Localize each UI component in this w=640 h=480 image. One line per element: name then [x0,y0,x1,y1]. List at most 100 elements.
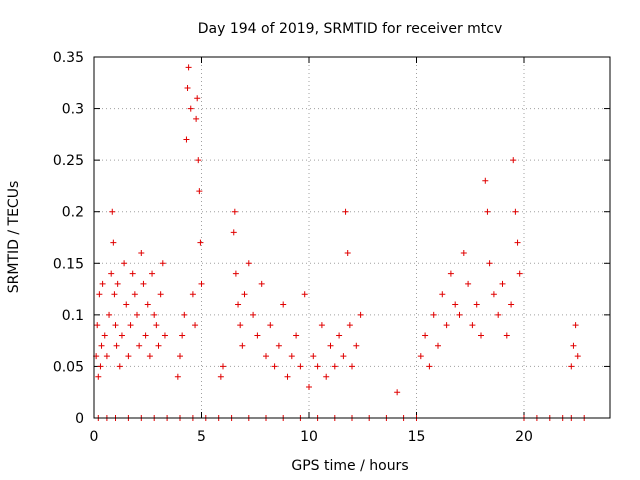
data-point [318,322,325,329]
data-point [161,332,168,339]
data-point [181,311,188,318]
data-point [129,270,136,277]
data-point [109,208,116,215]
data-point [235,301,242,308]
data-point [456,311,463,318]
y-tick-label: 0.25 [53,153,84,169]
data-point [185,64,192,71]
data-point [245,260,252,267]
data-point [125,353,132,360]
data-point [159,260,166,267]
data-point [465,280,472,287]
data-point [469,322,476,329]
data-point [111,291,118,298]
data-point [189,291,196,298]
data-point [197,239,204,246]
data-point [482,177,489,184]
data-point [149,270,156,277]
data-point [357,311,364,318]
data-point [426,363,433,370]
grid-layer [94,57,610,418]
y-tick-label: 0.05 [53,359,84,375]
data-point [123,301,130,308]
data-point [110,239,117,246]
data-points [93,64,588,421]
data-point [157,291,164,298]
data-point [439,291,446,298]
data-point [142,332,149,339]
data-point [516,270,523,277]
data-point [422,332,429,339]
chart-title: Day 194 of 2019, SRMTID for receiver mtc… [198,21,503,37]
tick-layer: 0 0.05 0.1 0.15 0.2 0.25 0.3 0.35 0 5 10 15 20 [53,50,610,445]
data-point [478,332,484,339]
data-point [310,353,317,360]
data-point [568,363,575,370]
data-point [297,363,304,370]
data-point [108,270,115,277]
data-point [572,322,579,329]
data-point [183,136,190,143]
data-point [314,363,321,370]
data-point [101,332,108,339]
data-point [394,389,401,396]
data-point [267,322,274,329]
data-point [331,363,338,370]
data-point [140,280,147,287]
data-point [198,280,205,287]
data-point [275,342,282,349]
data-point [258,280,265,287]
data-point [177,353,183,360]
data-point [342,208,349,215]
data-point [508,301,515,308]
data-point [113,342,120,349]
data-point [217,373,224,380]
data-point [301,291,308,298]
data-point [250,311,257,318]
data-point [138,249,145,256]
x-axis-label: GPS time / hours [291,458,408,474]
data-point [192,322,199,329]
data-point [417,353,424,360]
data-point [284,373,291,380]
data-point [443,322,450,329]
data-point [239,342,246,349]
data-point [127,322,134,329]
data-point [495,311,502,318]
data-point [174,373,181,380]
data-point [106,311,113,318]
data-point [97,363,104,370]
y-tick-label: 0.2 [62,205,84,221]
data-point [193,115,200,122]
data-point [114,280,121,287]
data-point [98,342,105,349]
data-point [452,301,459,308]
data-point [116,363,123,370]
data-point [136,342,143,349]
data-point [118,332,125,339]
data-point [99,280,106,287]
data-point [499,280,506,287]
data-point [230,229,237,236]
data-point [306,384,312,391]
data-point [344,249,351,256]
data-point [146,353,153,360]
data-point [490,291,497,298]
data-point [473,301,480,308]
data-point [514,239,521,246]
y-tick-label: 0.15 [53,256,84,272]
data-point [241,291,248,298]
data-point [121,260,128,267]
data-point [353,342,360,349]
data-point [131,291,138,298]
data-point [151,311,158,318]
data-point [155,342,162,349]
data-point [570,342,577,349]
data-point [447,270,454,277]
x-tick-label: 15 [408,429,426,445]
data-point [435,342,441,349]
data-point [144,301,151,308]
x-tick-label: 0 [90,429,99,445]
plot-frame [93,56,611,419]
